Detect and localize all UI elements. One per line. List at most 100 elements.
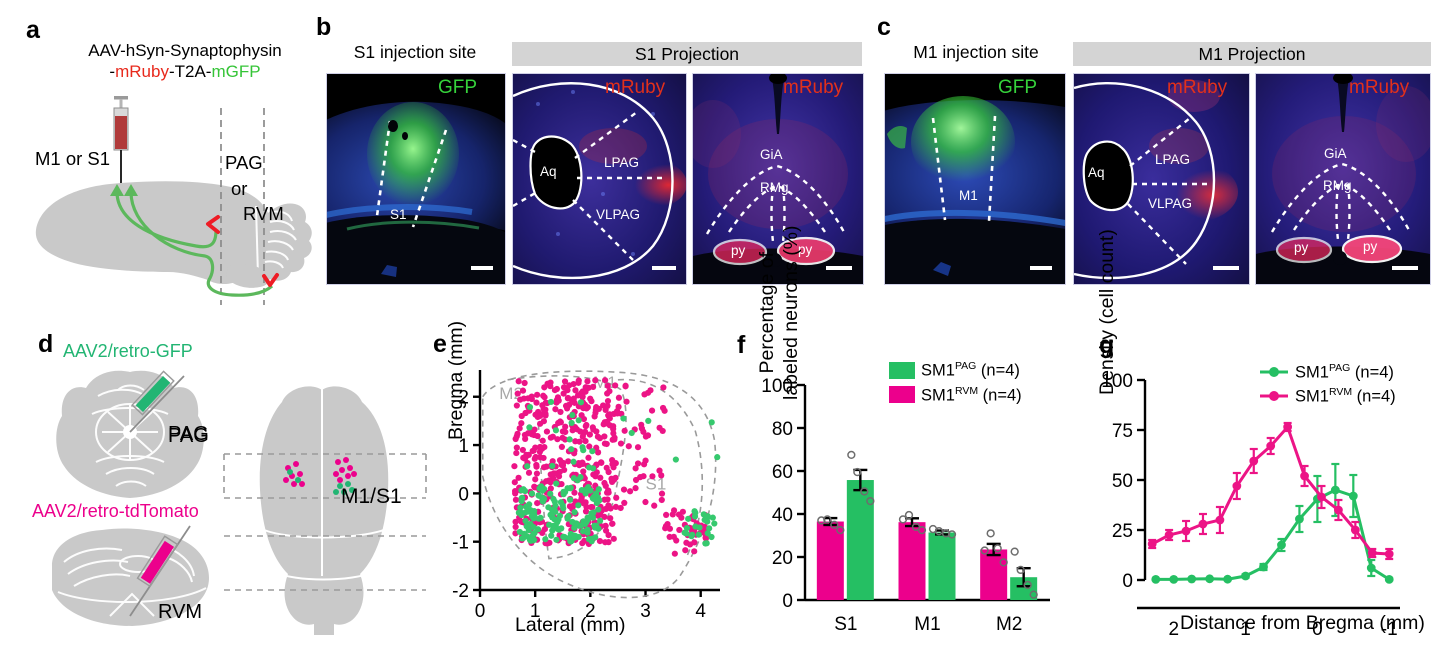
panel-f-ytick: 80 <box>772 419 793 440</box>
panel-g-ytick: 100 <box>1101 371 1133 392</box>
panel-f-datapoint <box>1016 565 1025 575</box>
panel-f-ytick: 100 <box>761 376 793 397</box>
panel-b-title-band: S1 Projection <box>512 42 862 66</box>
construct-line-1: AAV-hSyn-Synaptophysin <box>88 41 282 60</box>
legend-label-rvm: SM1RVM (n=4) <box>921 384 1022 405</box>
panel-a-conjunction: or <box>231 178 248 199</box>
panel-f-datapoint <box>860 487 869 496</box>
syringe-green-icon <box>129 370 185 433</box>
panel-d-target-pag: PAG <box>168 425 209 447</box>
panel-e-xtick: 2 <box>585 601 596 622</box>
panel-b-image-3 <box>692 73 864 285</box>
panel-g-ytick: 25 <box>1112 521 1133 542</box>
panel-g-datapoint <box>1151 575 1161 584</box>
panel-f-bar <box>846 480 874 600</box>
panel-b-image-2-label-vlpag: VLPAG <box>596 207 641 222</box>
panel-a-construct: AAV-hSyn-Synaptophysin -mRuby-T2A-mGFP <box>60 40 310 82</box>
panel-f-ytick: 0 <box>782 591 793 612</box>
panel-b-image-3-scalebar <box>826 266 852 270</box>
panel-c-image-3-label-rmg: RMg <box>1323 178 1352 193</box>
panel-f-datapoint <box>898 515 908 524</box>
panel-e-ytick: 2 <box>458 388 469 409</box>
panel-g-datapoint <box>1215 515 1225 525</box>
panel-g-ytick: 50 <box>1112 471 1133 492</box>
panel-g-xtick: 1 <box>1240 619 1251 640</box>
panel-b-image-2-channel: mRuby <box>605 77 666 98</box>
panel-b-image-3-label-py-left: py <box>731 243 746 258</box>
panel-g-datapoint <box>1384 575 1394 584</box>
panel-g-xlabel: Distance from Bregma (mm) <box>1180 612 1425 634</box>
panel-g-xtick: 2 <box>1168 619 1179 640</box>
panel-g-datapoint <box>1348 491 1358 501</box>
panel-b-letter: b <box>316 13 332 41</box>
panel-g-datapoint <box>1181 526 1191 536</box>
panel-f-xtick: M1 <box>914 614 940 635</box>
panel-d-letter: d <box>38 330 54 358</box>
panel-b-image-3-label-gia: GiA <box>760 147 783 162</box>
panel-f-datapoint <box>853 467 862 477</box>
panel-a-diagram <box>0 80 320 310</box>
panel-f-datapoint <box>1010 547 1019 556</box>
construct-mruby: mRuby <box>115 62 169 81</box>
panel-g-datapoint <box>1259 562 1268 572</box>
panel-g-ytick: 0 <box>1122 571 1133 592</box>
panel-b-image-1-channel: GFP <box>438 77 478 98</box>
panel-f-ytick: 40 <box>772 505 793 526</box>
panel-d-coronal-pag: PAG <box>20 360 240 510</box>
panel-g-xtick: 0 <box>1312 619 1323 640</box>
panel-e-ylabel: Bregma (mm) <box>445 320 467 440</box>
panel-g-legend-item-rvm: SM1RVM (n=4) <box>1258 386 1396 407</box>
panel-b-image-2-label-aq: Aq <box>540 164 557 179</box>
panel-b-image-2-scalebar <box>652 266 676 270</box>
panel-f-datapoint <box>830 520 839 529</box>
panel-f-datapoint <box>866 496 875 506</box>
legend-label-rvm-g: SM1RVM (n=4) <box>1295 385 1396 406</box>
panel-c-image-3 <box>1255 73 1431 285</box>
panel-c-title-left: M1 injection site <box>913 42 1039 62</box>
panel-e-ytick: -2 <box>452 581 469 602</box>
panel-g-datapoint <box>1367 548 1377 558</box>
panel-a-injection-label: M1 or S1 <box>35 148 111 169</box>
panel-e-letter: e <box>433 330 447 358</box>
panel-e-xtick: 0 <box>475 601 486 622</box>
legend-line-rvm <box>1260 390 1288 401</box>
panel-f-bar <box>980 549 1008 600</box>
panel-f-chart: 0 20 40 60 80 100 S1 M1 M2 <box>730 350 1080 640</box>
panel-f-datapoint <box>993 544 1002 553</box>
panel-g-datapoint <box>1266 441 1276 451</box>
panel-f-datapoint <box>986 529 995 538</box>
panel-f-datapoint <box>823 515 832 524</box>
panel-d-coronal-rvm <box>22 520 242 640</box>
construct-dash: - <box>109 62 116 81</box>
panel-g-datapoint <box>1241 571 1250 581</box>
panel-g-datapoint <box>1232 481 1242 491</box>
panel-c-image-1-scalebar <box>1030 266 1052 270</box>
panel-c-image-2-label-aq: Aq <box>1088 165 1105 180</box>
panel-g-ytick: 75 <box>1112 421 1133 442</box>
panel-f-legend-item-pag: SM1PAG (n=4) <box>889 360 1022 381</box>
panel-g-datapoint <box>1350 525 1360 535</box>
panel-g-datapoint <box>1300 471 1309 481</box>
construct-mgfp: mGFP <box>211 62 261 81</box>
panel-c-title-band: M1 Projection <box>1073 42 1431 66</box>
panel-f-bar <box>928 532 956 600</box>
panel-f-ytick: 20 <box>772 548 793 569</box>
panel-g-datapoint <box>1223 574 1233 584</box>
panel-c-letter: c <box>877 13 891 41</box>
panel-e-ytick: -1 <box>452 533 469 554</box>
panel-c-image-1-label-m1: M1 <box>959 188 978 203</box>
panel-f-datapoint <box>847 450 856 460</box>
panel-c-image-3-label-py-right: py <box>1363 239 1378 254</box>
panel-g-xtick: -1 <box>1381 619 1398 640</box>
panel-c-image-2-scalebar <box>1213 266 1239 270</box>
panel-g-datapoint <box>1164 530 1174 540</box>
panel-c-image-2-label-vlpag: VLPAG <box>1148 196 1193 211</box>
panel-d-target-rvm: RVM <box>158 601 203 623</box>
construct-t2a: -T2A- <box>168 62 212 81</box>
panel-f-legend-item-rvm: SM1RVM (n=4) <box>889 385 1022 406</box>
panel-b-image-2 <box>512 73 687 285</box>
panel-d-cortex-label: M1/S1 <box>341 485 402 508</box>
panel-e-xtick: 3 <box>640 601 651 622</box>
panel-f-xtick: S1 <box>834 614 857 635</box>
panel-c-image-1-channel: GFP <box>998 77 1038 98</box>
